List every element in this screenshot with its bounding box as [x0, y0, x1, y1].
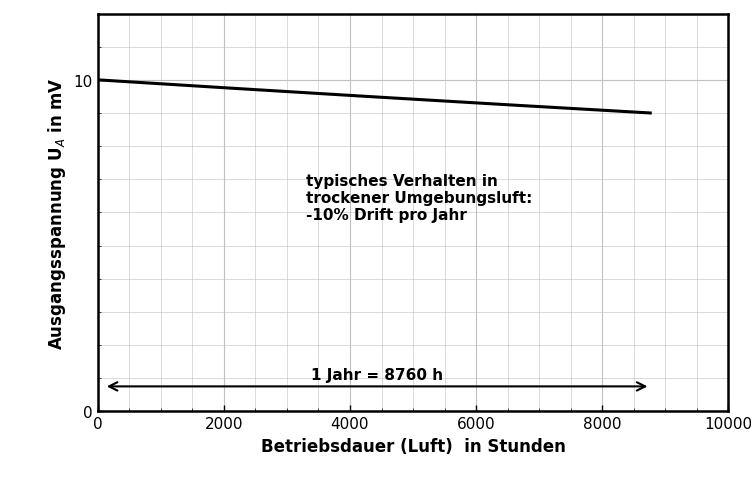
Text: 1 Jahr = 8760 h: 1 Jahr = 8760 h: [311, 368, 443, 383]
Text: typisches Verhalten in
trockener Umgebungsluft:
-10% Drift pro Jahr: typisches Verhalten in trockener Umgebun…: [306, 173, 532, 223]
Y-axis label: Ausgangsspannung U$_A$ in mV: Ausgangsspannung U$_A$ in mV: [46, 77, 68, 349]
X-axis label: Betriebsdauer (Luft)  in Stunden: Betriebsdauer (Luft) in Stunden: [261, 437, 566, 455]
